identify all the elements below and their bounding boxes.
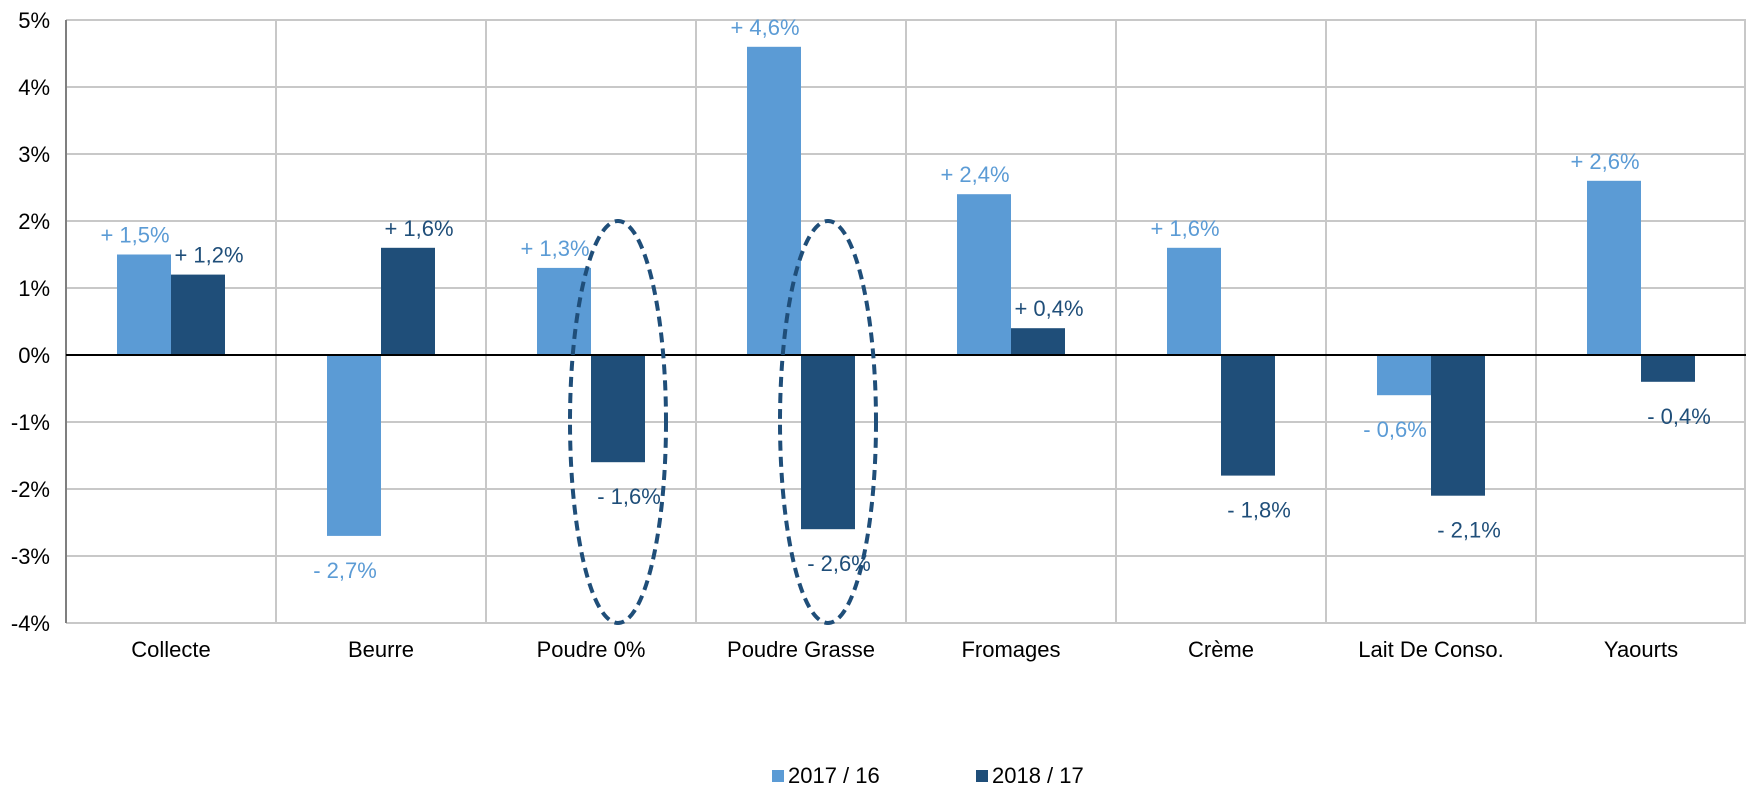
bar-2017-16-cr-me xyxy=(1167,247,1221,355)
data-label-2017-16-poudre-0: + 1,3% xyxy=(520,236,589,261)
legend-label-2017-16: 2017 / 16 xyxy=(788,763,880,788)
data-label-2018-17-beurre: + 1,6% xyxy=(384,216,453,241)
x-category-label: Poudre 0% xyxy=(537,637,646,662)
data-label-2017-16-collecte: + 1,5% xyxy=(100,223,169,248)
legend-swatch-2017-16 xyxy=(772,770,784,782)
x-category-label: Beurre xyxy=(348,637,414,662)
bar-2017-16-poudre-0 xyxy=(537,267,591,355)
bar-2018-17-fromages xyxy=(1011,328,1065,355)
bar-2018-17-poudre-grasse xyxy=(801,355,855,530)
bar-2018-17-lait-de-conso xyxy=(1431,355,1485,496)
bar-2017-16-fromages xyxy=(957,194,1011,355)
bar-2017-16-collecte xyxy=(117,254,171,355)
data-label-2017-16-poudre-grasse: + 4,6% xyxy=(730,15,799,40)
x-category-label: Lait De Conso. xyxy=(1358,637,1504,662)
legend-label-2018-17: 2018 / 17 xyxy=(992,763,1084,788)
chart-grid xyxy=(65,19,1746,624)
y-tick-label: 0% xyxy=(18,343,50,368)
data-label-2017-16-cr-me: + 1,6% xyxy=(1150,216,1219,241)
y-axis-ticks: 5% 4% 3% 2% 1% 0% -1% -2% -3% -4% xyxy=(11,8,50,636)
data-label-2018-17-collecte: + 1,2% xyxy=(174,243,243,268)
bar-2017-16-lait-de-conso xyxy=(1377,355,1431,396)
bar-2018-17-beurre xyxy=(381,247,435,355)
data-label-2017-16-beurre: - 2,7% xyxy=(313,558,377,583)
data-labels: + 1,5%+ 1,2% - 2,7% + 1,6% + 1,3% - 1,6% + 4,… xyxy=(100,15,1710,583)
data-label-2018-17-yaourts: - 0,4% xyxy=(1647,404,1711,429)
y-tick-label: -2% xyxy=(11,477,50,502)
y-tick-label: 4% xyxy=(18,75,50,100)
y-tick-label: -4% xyxy=(11,611,50,636)
data-label-2017-16-fromages: + 2,4% xyxy=(940,162,1009,187)
bar-2018-17-poudre-0 xyxy=(591,355,645,463)
annotations xyxy=(568,219,878,625)
x-category-label: Collecte xyxy=(131,637,210,662)
data-label-2018-17-lait-de-conso: - 2,1% xyxy=(1437,518,1501,543)
data-label-2017-16-yaourts: + 2,6% xyxy=(1570,149,1639,174)
y-tick-label: 3% xyxy=(18,142,50,167)
y-tick-label: 2% xyxy=(18,209,50,234)
x-axis-categories: Collecte Beurre Poudre 0% Poudre Grasse From… xyxy=(131,637,1678,662)
data-label-2018-17-fromages: + 0,4% xyxy=(1014,296,1083,321)
legend: 2017 / 16 2018 / 17 xyxy=(772,763,1084,788)
y-tick-label: 1% xyxy=(18,276,50,301)
data-label-2017-16-lait-de-conso: - 0,6% xyxy=(1363,417,1427,442)
bar-2017-16-poudre-grasse xyxy=(747,46,801,356)
bar-2017-16-yaourts xyxy=(1587,180,1641,355)
bar-2018-17-cr-me xyxy=(1221,355,1275,476)
chart-bars xyxy=(117,46,1695,536)
dashed-ellipse-annotation xyxy=(568,219,668,625)
y-tick-label: -3% xyxy=(11,544,50,569)
x-category-label: Yaourts xyxy=(1604,637,1678,662)
x-category-label: Crème xyxy=(1188,637,1254,662)
x-category-label: Poudre Grasse xyxy=(727,637,875,662)
y-tick-label: -1% xyxy=(11,410,50,435)
x-category-label: Fromages xyxy=(961,637,1060,662)
dashed-ellipse-annotation xyxy=(778,219,878,625)
bar-2018-17-yaourts xyxy=(1641,355,1695,382)
legend-swatch-2018-17 xyxy=(976,770,988,782)
data-label-2018-17-poudre-0: - 1,6% xyxy=(597,484,661,509)
bar-2017-16-beurre xyxy=(327,355,381,536)
y-tick-label: 5% xyxy=(18,8,50,33)
bar-2018-17-collecte xyxy=(171,274,225,355)
data-label-2018-17-cr-me: - 1,8% xyxy=(1227,498,1291,523)
